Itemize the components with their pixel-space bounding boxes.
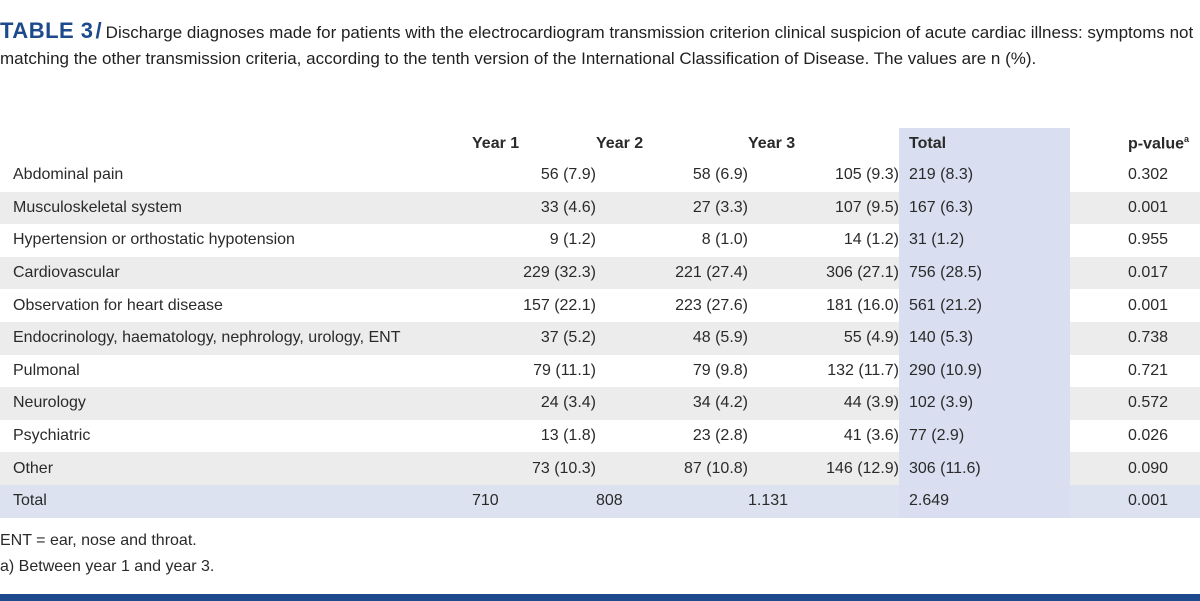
table-row: Cardiovascular 229 (32.3) 221 (27.4) 306 (2… xyxy=(0,256,1200,290)
year-2-cell: 223 (27.6) xyxy=(675,296,748,314)
year-2-cell: 8 (1.0) xyxy=(701,231,748,249)
year-3-cell: 306 (27.1) xyxy=(748,256,899,290)
total-cell: 561 (21.2) xyxy=(899,289,1070,322)
diagnosis-cell: Musculoskeletal system xyxy=(0,191,443,225)
total-cell: 140 (5.3) xyxy=(899,321,1070,355)
year-2-cell: 221 (27.4) xyxy=(596,256,748,290)
total-cell: 2.649 xyxy=(899,484,1070,518)
year-1-cell: 9 (1.2) xyxy=(549,231,596,249)
footnote-ent: ENT = ear, nose and throat. xyxy=(0,532,197,549)
year-1-cell: 710 xyxy=(443,484,596,518)
p-value-cell: 0.026 xyxy=(1128,427,1169,445)
total-cell: 31 (1.2) xyxy=(899,224,1070,257)
table-row: Neurology 24 (3.4) 34 (4.2) 44 (3.9) 102 (3.… xyxy=(0,387,1200,420)
total-cell: 290 (10.9) xyxy=(899,354,1070,388)
year-1-cell: 73 (10.3) xyxy=(443,452,596,485)
table-row: Endocrinology, haematology, nephrology, … xyxy=(0,321,1200,355)
p-value-cell: 0.738 xyxy=(1070,321,1200,355)
p-value-cell: 0.302 xyxy=(1128,166,1169,184)
year-2-cell: 79 (9.8) xyxy=(692,361,748,379)
bottom-rule xyxy=(0,594,1200,601)
year-2-cell: 27 (3.3) xyxy=(596,191,748,225)
year-2-cell: 23 (2.8) xyxy=(692,427,748,445)
year-3-cell: 105 (9.3) xyxy=(834,166,899,184)
diagnosis-cell: Other xyxy=(0,452,443,485)
year-1-cell: 157 (22.1) xyxy=(523,296,596,314)
table-row: Other 73 (10.3) 87 (10.8) 146 (12.9) 306 (11… xyxy=(0,452,1200,485)
table-footnotes: ENT = ear, nose and throat. a) Between y… xyxy=(0,528,214,580)
table-row: Pulmonal 79 (11.1) 79 (9.8) 132 (11.7) 290 (… xyxy=(0,354,1200,388)
caption-divider: / xyxy=(95,18,102,43)
p-value-cell: 0.955 xyxy=(1128,231,1169,249)
diagnosis-cell: Total xyxy=(0,484,443,518)
year-3-cell: 146 (12.9) xyxy=(748,452,899,485)
year-2-cell: 87 (10.8) xyxy=(596,452,748,485)
year-1-cell: 229 (32.3) xyxy=(443,256,596,290)
diagnosis-cell: Psychiatric xyxy=(13,427,91,445)
year-2-cell: 48 (5.9) xyxy=(596,321,748,355)
year-1-cell: 56 (7.9) xyxy=(540,166,596,184)
p-value-cell: 0.017 xyxy=(1070,256,1200,290)
year-3-cell: 55 (4.9) xyxy=(748,321,899,355)
year-3-cell: 41 (3.6) xyxy=(843,427,899,445)
year-3-cell: 132 (11.7) xyxy=(827,361,899,379)
diagnosis-cell: Observation for heart disease xyxy=(13,296,223,314)
table-row: Observation for heart disease 157 (22.1) 2… xyxy=(0,289,1200,322)
header-year-3: Year 3 xyxy=(748,134,796,152)
diagnosis-cell: Hypertension or orthostatic hypotension xyxy=(13,231,295,249)
table-row: Musculoskeletal system 33 (4.6) 27 (3.3) 10… xyxy=(0,191,1200,225)
caption-text: Discharge diagnoses made for patients wi… xyxy=(0,23,1194,68)
header-p-value: p-valuea xyxy=(1128,133,1190,153)
year-1-cell: 79 (11.1) xyxy=(533,361,596,379)
header-year-1: Year 1 xyxy=(472,134,520,152)
diagnosis-cell: Pulmonal xyxy=(13,361,80,379)
p-value-cell: 0.001 xyxy=(1070,191,1200,225)
total-cell: 77 (2.9) xyxy=(899,419,1070,453)
p-value-cell: 0.721 xyxy=(1128,361,1169,379)
year-3-cell: 14 (1.2) xyxy=(843,231,899,249)
total-cell: 102 (3.9) xyxy=(899,387,1070,420)
total-cell: 167 (6.3) xyxy=(899,191,1070,225)
total-cell: 219 (8.3) xyxy=(899,159,1070,192)
year-1-cell: 13 (1.8) xyxy=(540,427,596,445)
table-caption: TABLE 3/Discharge diagnoses made for pat… xyxy=(0,18,1200,72)
year-1-cell: 33 (4.6) xyxy=(443,191,596,225)
footnote-a: a) Between year 1 and year 3. xyxy=(0,558,215,575)
total-cell: 306 (11.6) xyxy=(899,452,1070,485)
diagnosis-cell: Abdominal pain xyxy=(13,166,124,184)
diagnosis-cell: Neurology xyxy=(0,387,443,420)
total-row: Total 710 808 1.131 2.649 0.001 xyxy=(0,484,1200,518)
p-value-cell: 0.572 xyxy=(1070,387,1200,420)
table-row: Hypertension or orthostatic hypotension 9… xyxy=(0,224,1200,257)
year-1-cell: 37 (5.2) xyxy=(443,321,596,355)
year-2-cell: 808 xyxy=(596,484,748,518)
p-value-cell: 0.001 xyxy=(1070,484,1200,518)
header-p-value-footnote-mark: a xyxy=(1184,133,1190,144)
year-3-cell: 107 (9.5) xyxy=(748,191,899,225)
table-row: Abdominal pain 56 (7.9) 58 (6.9) 105 (9.3) 2… xyxy=(0,159,1200,192)
year-3-cell: 1.131 xyxy=(748,484,899,518)
diagnoses-table: Year 1 Year 2 Year 3 Total p-valuea Abdo… xyxy=(0,128,1200,518)
p-value-cell: 0.001 xyxy=(1128,296,1169,314)
table-header-row: Year 1 Year 2 Year 3 Total p-valuea xyxy=(0,128,1200,159)
diagnosis-cell: Cardiovascular xyxy=(0,256,443,290)
diagnosis-cell: Endocrinology, haematology, nephrology, … xyxy=(0,321,443,355)
year-3-cell: 44 (3.9) xyxy=(748,387,899,420)
year-3-cell: 181 (16.0) xyxy=(826,296,899,314)
table-label: TABLE 3 xyxy=(0,18,94,43)
total-cell: 756 (28.5) xyxy=(899,256,1070,290)
header-diagnosis xyxy=(0,128,443,159)
header-total: Total xyxy=(899,128,1070,159)
year-2-cell: 34 (4.2) xyxy=(596,387,748,420)
year-2-cell: 58 (6.9) xyxy=(692,166,748,184)
year-1-cell: 24 (3.4) xyxy=(443,387,596,420)
p-value-cell: 0.090 xyxy=(1070,452,1200,485)
header-year-2: Year 2 xyxy=(596,134,644,152)
table-row: Psychiatric 13 (1.8) 23 (2.8) 41 (3.6) 77 (2… xyxy=(0,419,1200,453)
